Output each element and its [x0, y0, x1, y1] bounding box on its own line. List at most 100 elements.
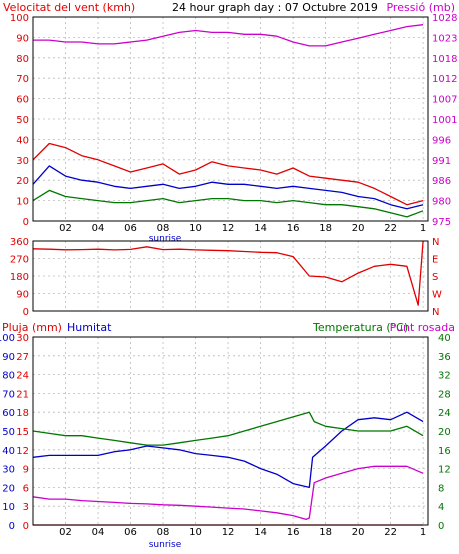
climate-panel-temp-y-tick-label: 32: [438, 371, 451, 382]
wind-panel-x-tick-label: 08: [157, 223, 170, 234]
series-direction: [32, 240, 424, 306]
graph-title: 24 hour graph day : 07 Octubre 2019: [172, 1, 378, 14]
direction-panel-right-y-tick-label: N: [432, 237, 439, 248]
climate-panel-rain-y-tick-label: 6: [23, 483, 29, 494]
climate-panel-humidity-y-tick-label: 100: [0, 333, 15, 344]
series-minimum: [32, 189, 424, 218]
wind-panel-left-y-tick-label: 100: [10, 13, 29, 24]
wind-panel-x-tick-label: 20: [352, 223, 365, 234]
climate-panel-humidity-y-tick-label: 60: [2, 408, 15, 419]
wind-panel-right-y-tick-label: 980: [432, 197, 451, 208]
climate-panel-temp-y-tick-label: 24: [438, 408, 451, 419]
climate-panel-x-tick-label: 06: [124, 527, 137, 538]
climate-panel-temp-y-tick-label: 28: [438, 389, 451, 400]
climate-panel-temp-y-tick-label: 36: [438, 352, 451, 363]
direction-panel-left-y-tick-label: 270: [10, 255, 29, 266]
climate-panel-rain-y-tick-label: 27: [16, 352, 29, 363]
wind-panel-x-tick-label: 06: [124, 223, 137, 234]
wind-panel-x-tick-label: 18: [319, 223, 332, 234]
wind-panel-left-y-tick-label: 90: [16, 33, 29, 44]
wind-panel-right-y-tick-label: 1018: [432, 54, 457, 65]
wind-panel-left-y-tick-label: 40: [16, 135, 29, 146]
direction-panel-right-y-tick-label: S: [432, 272, 438, 283]
wind-panel-right-y-tick-label: 1007: [432, 95, 457, 106]
sunrise-label-bottom: sunrise: [149, 540, 182, 550]
climate-panel-rain-y-tick-label: 21: [16, 389, 29, 400]
wind-panel-x-tick-label: 1: [420, 223, 426, 234]
wind-panel-frame: [32, 16, 429, 222]
wind-panel-left-y-tick-label: 30: [16, 156, 29, 167]
climate-panel-temp-y-tick-label: 4: [438, 502, 444, 513]
frames-layer: [32, 16, 429, 526]
wind-panel-right-y-tick-label: 1001: [432, 115, 457, 126]
wind-title: Velocitat del vent (kmh): [3, 1, 135, 14]
temperature-title: Temperatura (°C): [312, 321, 408, 334]
direction-panel-frame: [32, 240, 429, 312]
climate-panel-x-tick-label: 16: [287, 527, 300, 538]
climate-panel-humidity-y-tick-label: 0: [9, 521, 15, 532]
wind-panel-x-tick-label: 02: [59, 223, 72, 234]
wind-panel-left-y-tick-label: 20: [16, 176, 29, 187]
ticks-layer: 02 04 06 08 10 12 14 16 18 20 22 101020304050607080…: [0, 13, 457, 538]
climate-panel-rain-y-tick-label: 9: [23, 465, 29, 476]
climate-panel-humidity-y-tick-label: 20: [2, 483, 15, 494]
climate-panel-temp-y-tick-label: 16: [438, 446, 451, 457]
climate-panel-x-tick-label: 1: [420, 527, 426, 538]
wind-panel-left-y-tick-label: 70: [16, 74, 29, 85]
wind-panel-x-tick-label: 16: [287, 223, 300, 234]
series-gust: [32, 142, 424, 206]
humidity-title: Humitat: [67, 321, 112, 334]
wind-panel-right-y-tick-label: 1023: [432, 33, 457, 44]
direction-panel-left-y-tick-label: 360: [10, 237, 29, 248]
wind-panel-left-y-tick-label: 0: [23, 217, 29, 228]
climate-panel-temp-y-tick-label: 12: [438, 465, 451, 476]
climate-panel-x-tick-label: 04: [92, 527, 105, 538]
climate-panel-rain-y-tick-label: 24: [16, 371, 29, 382]
wind-panel-x-tick-label: 22: [384, 223, 397, 234]
grid-layer: [33, 16, 428, 526]
climate-panel-rain-y-tick-label: 0: [23, 521, 29, 532]
climate-panel-x-tick-label: 10: [189, 527, 202, 538]
sunrise-label-top: sunrise: [149, 234, 182, 244]
wind-panel-left-y-tick-label: 60: [16, 95, 29, 106]
dew-point-title: Punt rosada: [390, 321, 455, 334]
direction-panel-left-y-tick-label: 90: [16, 290, 29, 301]
climate-panel-rain-y-tick-label: 30: [16, 333, 29, 344]
climate-panel-humidity-y-tick-label: 30: [2, 465, 15, 476]
climate-panel-humidity-y-tick-label: 90: [2, 352, 15, 363]
climate-panel-humidity-y-tick-label: 40: [2, 446, 15, 457]
wind-panel-right-y-tick-label: 1028: [432, 13, 457, 24]
climate-panel-rain-y-tick-label: 18: [16, 408, 29, 419]
series-humidity: [32, 411, 424, 489]
direction-panel-left-y-tick-label: 0: [23, 307, 29, 318]
climate-panel-humidity-y-tick-label: 80: [2, 371, 15, 382]
wind-panel-right-y-tick-label: 975: [432, 217, 451, 228]
wind-panel-left-y-tick-label: 10: [16, 197, 29, 208]
wind-panel-x-tick-label: 12: [222, 223, 235, 234]
climate-panel-temp-y-tick-label: 0: [438, 521, 444, 532]
climate-panel-x-tick-label: 02: [59, 527, 72, 538]
wind-panel-right-y-tick-label: 996: [432, 135, 451, 146]
wind-panel-x-tick-label: 14: [254, 223, 267, 234]
wind-panel-left-y-tick-label: 80: [16, 54, 29, 65]
direction-panel-right-y-tick-label: W: [432, 290, 442, 301]
direction-panel-right-y-tick-label: N: [432, 307, 439, 318]
series-pressure: [33, 24, 424, 47]
climate-panel-x-tick-label: 08: [157, 527, 170, 538]
series-temperature: [32, 411, 424, 446]
wind-panel-right-y-tick-label: 1012: [432, 74, 457, 85]
climate-panel-temp-y-tick-label: 8: [438, 483, 444, 494]
climate-panel-temp-y-tick-label: 40: [438, 333, 451, 344]
wind-panel-right-y-tick-label: 991: [432, 156, 451, 167]
wind-panel-x-tick-label: 04: [92, 223, 105, 234]
climate-panel-frame: [32, 336, 429, 526]
direction-panel-right-y-tick-label: E: [432, 255, 438, 266]
climate-panel-temp-y-tick-label: 20: [438, 427, 451, 438]
wind-panel-x-tick-label: 10: [189, 223, 202, 234]
climate-panel-x-tick-label: 12: [222, 527, 235, 538]
climate-panel-x-tick-label: 22: [384, 527, 397, 538]
wind-panel-right-y-tick-label: 986: [432, 176, 451, 187]
wind-panel-left-y-tick-label: 50: [16, 115, 29, 126]
